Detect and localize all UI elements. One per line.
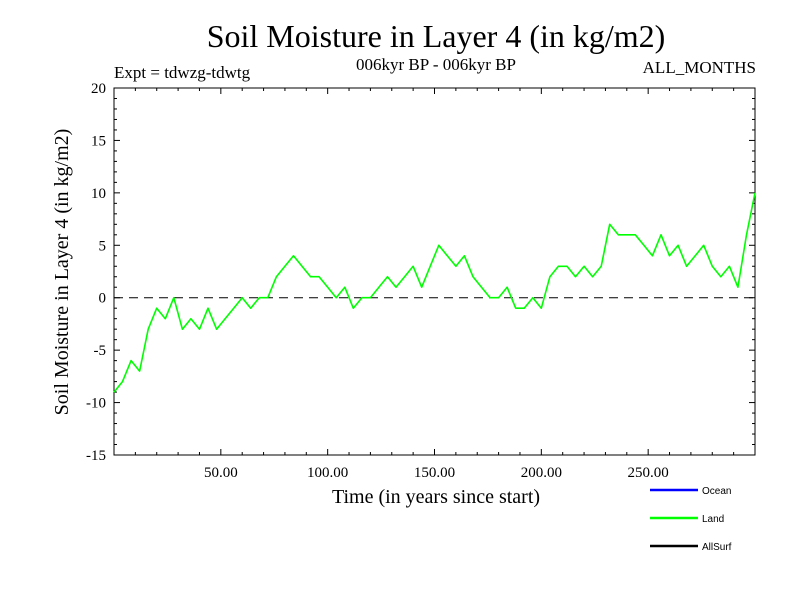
legend-label-allsurf: AllSurf <box>702 542 732 553</box>
chart-subtitle-left: Expt = tdwzg-tdwtg <box>114 63 251 82</box>
legend-label-land: Land <box>702 514 724 525</box>
x-tick-label: 100.00 <box>307 465 348 481</box>
y-tick-label: 20 <box>91 81 106 97</box>
series-layer <box>113 192 756 393</box>
y-tick-label: 5 <box>99 238 107 254</box>
x-axis-label: Time (in years since start) <box>332 486 540 508</box>
x-tick-label: 50.00 <box>204 465 238 481</box>
series-line-land <box>113 192 756 393</box>
legend: Ocean Land AllSurf <box>650 486 732 553</box>
y-tick-label: 10 <box>91 186 106 202</box>
y-tick-label: 15 <box>91 133 106 149</box>
axis-ticks: 50.00 100.00 150.00 200.00 250.00 -15 -10 -5 0 5 1… <box>86 81 755 481</box>
legend-label-ocean: Ocean <box>702 486 731 497</box>
y-tick-label: -15 <box>86 448 106 464</box>
plot-area-frame <box>113 87 756 456</box>
x-tick-label: 250.00 <box>628 465 669 481</box>
y-axis-label: Soil Moisture in Layer 4 (in kg/m2) <box>51 129 73 416</box>
chart-title: Soil Moisture in Layer 4 (in kg/m2) <box>207 18 666 54</box>
chart-subtitle-right: ALL_MONTHS <box>643 58 756 77</box>
x-tick-label: 150.00 <box>414 465 455 481</box>
chart-subtitle-center: 006kyr BP - 006kyr BP <box>356 55 516 74</box>
y-tick-label: 0 <box>99 291 107 307</box>
y-tick-label: -10 <box>86 396 106 412</box>
x-tick-label: 200.00 <box>521 465 562 481</box>
y-tick-label: -5 <box>94 343 107 359</box>
